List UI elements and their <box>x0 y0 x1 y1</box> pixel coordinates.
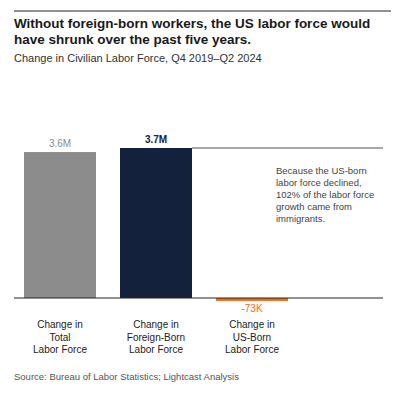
data-label: 3.6M <box>49 138 71 149</box>
annotation: Because the US-bornlabor force declined,… <box>276 165 374 224</box>
source: Source: Bureau of Labor Statistics; Ligh… <box>14 371 239 382</box>
baseline <box>14 298 383 299</box>
data-label: 3.7M <box>145 134 167 145</box>
subtitle: Change in Civilian Labor Force, Q4 2019–… <box>14 52 262 64</box>
top-rule <box>14 11 391 12</box>
title: Without foreign-born workers, the US lab… <box>14 16 370 47</box>
bar <box>24 152 96 298</box>
data-label: -73K <box>241 303 262 314</box>
category-label: Change inUS-BornLabor Force <box>225 319 279 355</box>
category-label: Change inTotalLabor Force <box>33 319 87 355</box>
reference-line <box>192 148 383 149</box>
bar <box>120 148 192 298</box>
plot-area <box>24 148 288 301</box>
category-label: Change inForeign-BornLabor Force <box>127 319 185 355</box>
